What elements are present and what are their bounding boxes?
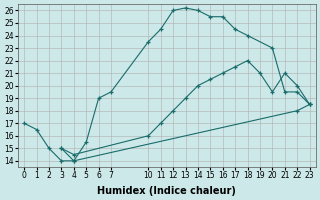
X-axis label: Humidex (Indice chaleur): Humidex (Indice chaleur) — [98, 186, 236, 196]
